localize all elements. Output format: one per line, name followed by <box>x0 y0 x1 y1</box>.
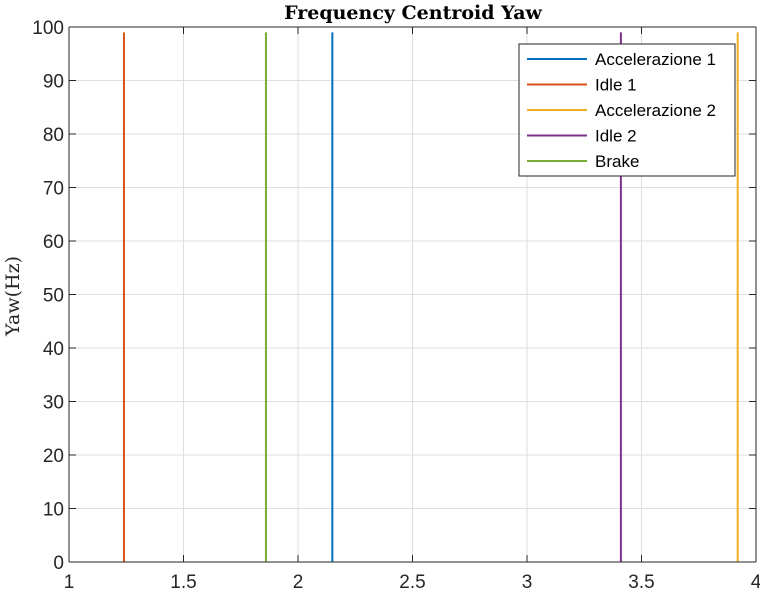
x-tick-label: 2 <box>293 572 304 593</box>
y-tick-label: 100 <box>32 18 64 39</box>
x-tick-label: 3.5 <box>628 572 654 593</box>
y-tick-label: 60 <box>43 232 64 253</box>
x-tick-label: 4 <box>751 572 760 593</box>
y-tick-label: 70 <box>43 179 64 200</box>
y-tick-label: 30 <box>43 393 64 414</box>
y-tick-label: 50 <box>43 286 64 307</box>
y-tick-label: 40 <box>43 339 64 360</box>
x-tick-label: 2.5 <box>399 572 425 593</box>
y-tick-label: 20 <box>43 446 64 467</box>
y-tick-label: 0 <box>53 553 64 574</box>
legend-label-1: Accelerazione 1 <box>595 50 716 69</box>
legend-label-2: Idle 1 <box>595 76 637 95</box>
series-layer <box>122 32 739 562</box>
x-tick-label: 1.5 <box>170 572 196 593</box>
legend-label-3: Accelerazione 2 <box>595 101 716 120</box>
legend-label-4: Idle 2 <box>595 127 637 146</box>
chart-title: Frequency Centroid Yaw <box>284 2 542 24</box>
y-tick-label: 90 <box>43 72 64 93</box>
legend: Accelerazione 1 Idle 1 Accelerazione 2 Idle… <box>518 43 736 177</box>
x-tick-label: 1 <box>64 572 75 593</box>
x-tick-label: 3 <box>522 572 533 593</box>
y-axis-label: Yaw(Hz) <box>2 256 24 337</box>
y-tick-label: 10 <box>43 500 64 521</box>
legend-label-5: Brake <box>595 152 639 171</box>
y-tick-label: 80 <box>43 125 64 146</box>
